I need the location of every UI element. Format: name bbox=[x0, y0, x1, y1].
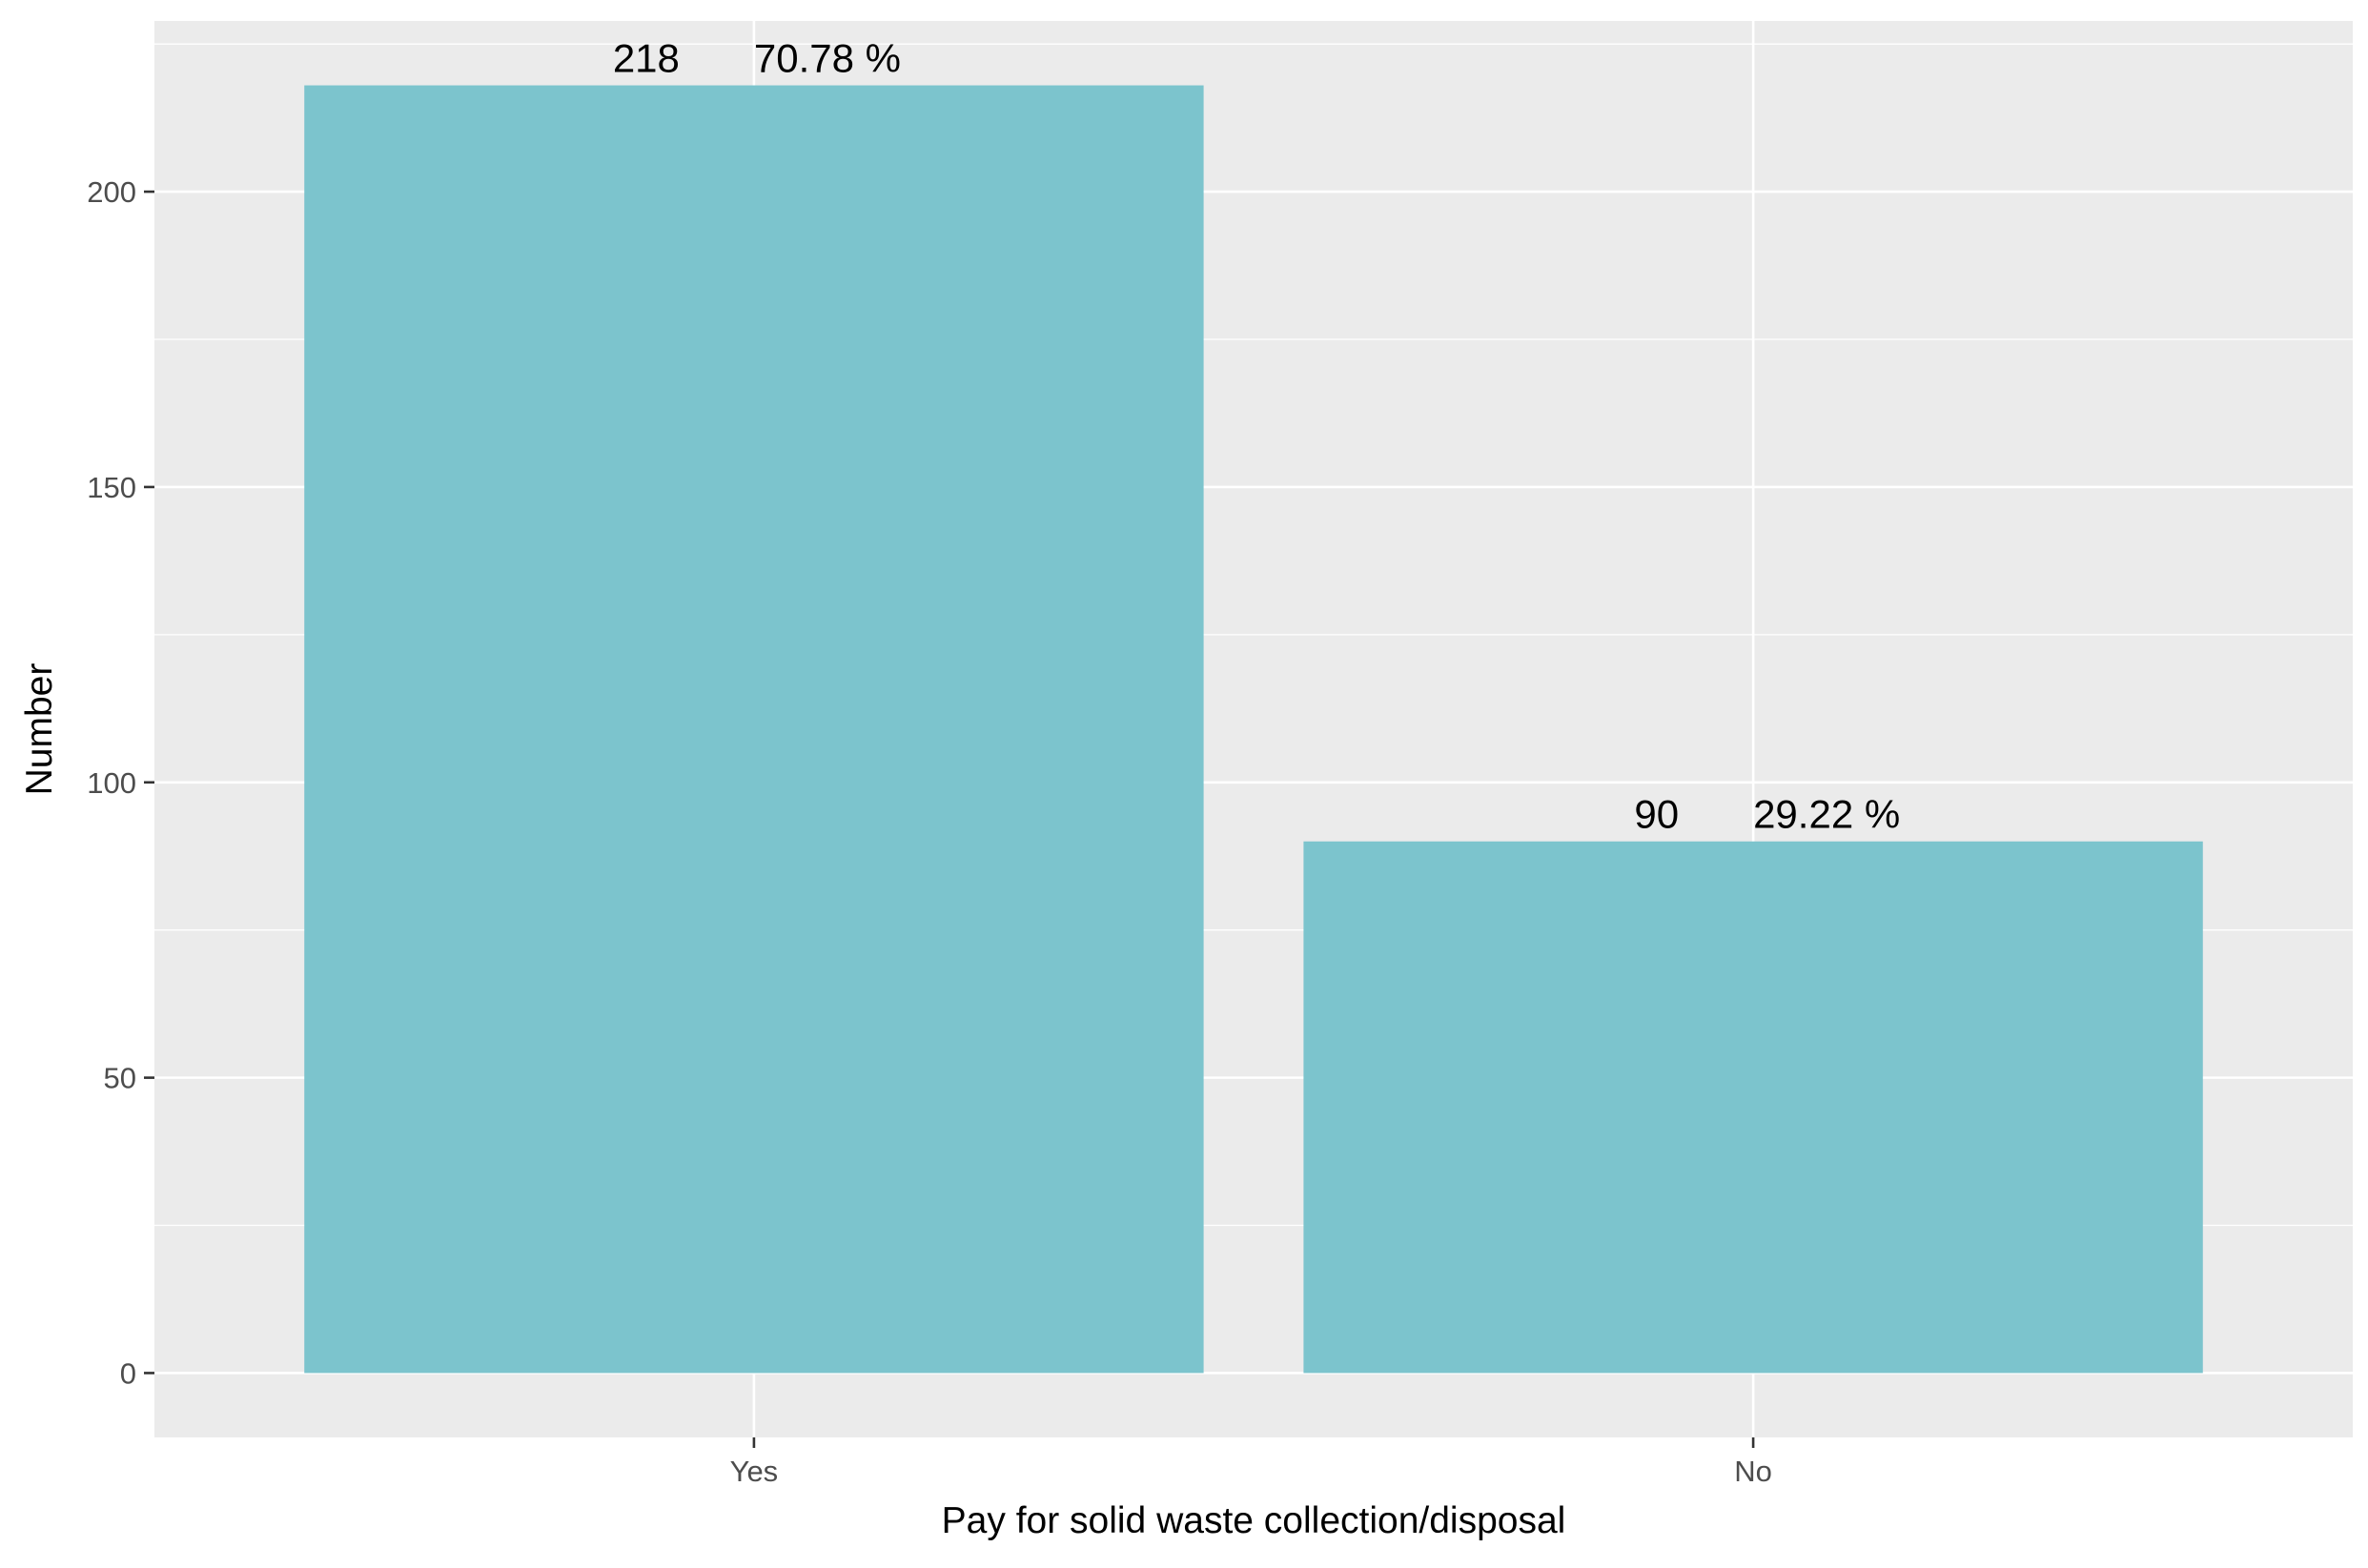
data-labels: 218 70.78 % 90 29.22 % bbox=[613, 36, 1900, 837]
data-label-count: 218 bbox=[613, 36, 680, 81]
data-label-count: 90 bbox=[1634, 792, 1679, 837]
bar-no bbox=[1303, 841, 2203, 1374]
y-tick-label: 0 bbox=[120, 1356, 136, 1390]
bar-yes bbox=[304, 85, 1204, 1374]
x-tick-label: Yes bbox=[730, 1455, 779, 1488]
data-label-percent: 29.22 % bbox=[1753, 792, 1900, 837]
y-tick-label: 50 bbox=[104, 1062, 136, 1095]
y-tick-label: 150 bbox=[87, 471, 136, 504]
data-label-percent: 70.78 % bbox=[754, 36, 901, 81]
x-axis-title: Pay for solid waste collection/disposal bbox=[942, 1500, 1566, 1541]
y-tick-label: 100 bbox=[87, 766, 136, 800]
y-tick-label: 200 bbox=[87, 175, 136, 209]
bars bbox=[304, 85, 2203, 1374]
y-axis: 0 50 100 150 200 bbox=[87, 175, 154, 1390]
y-axis-title: Number bbox=[19, 663, 60, 796]
x-axis: Yes No bbox=[730, 1437, 1772, 1488]
x-tick-label: No bbox=[1734, 1455, 1772, 1488]
